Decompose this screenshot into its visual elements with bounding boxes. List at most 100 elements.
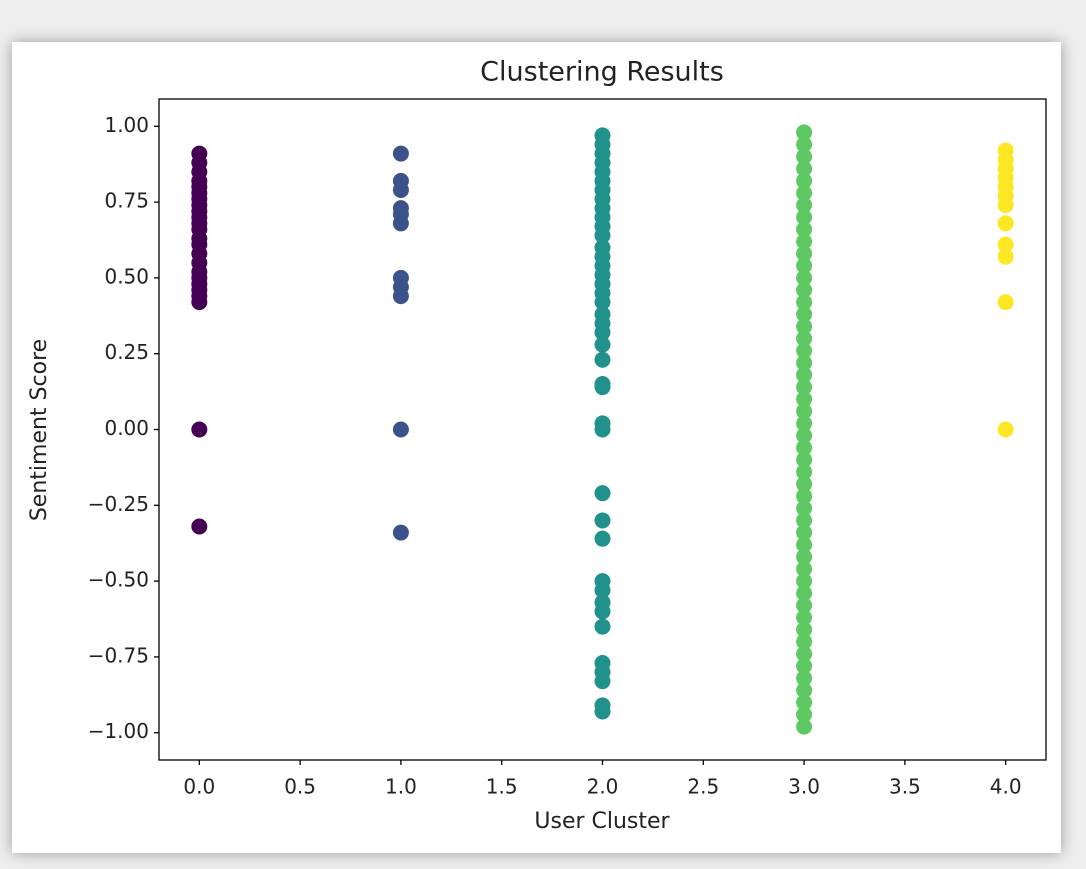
scatter-point [594,582,611,599]
x-tick-label: 1.5 [486,775,518,799]
scatter-point [594,379,611,396]
scatter-point [796,585,813,602]
x-tick-label: 3.0 [788,775,820,799]
scatter-point [392,181,409,198]
scatter-point [796,682,813,699]
scatter-point [594,530,611,547]
scatter-point [392,288,409,305]
scatter-point [796,379,813,396]
scatter-point [796,694,813,711]
chart-title: Clustering Results [480,57,724,88]
scatter-point [796,476,813,493]
scatter-point [796,354,813,371]
x-tick-label: 2.5 [687,775,719,799]
scatter-point [796,670,813,687]
scatter-point [796,488,813,505]
scatter-point [796,609,813,626]
scatter-point [796,209,813,226]
scatter-point [796,136,813,153]
scatter-point [997,294,1014,311]
scatter-point [594,336,611,353]
scatter-point [796,221,813,238]
scatter-point [796,160,813,177]
scatter-point [796,451,813,468]
scatter-point [796,633,813,650]
scatter-point [796,645,813,662]
scatter-point [796,294,813,311]
scatter-point [594,673,611,690]
scatter-point [796,306,813,323]
plot-frame [158,98,1047,761]
scatter-point [594,294,611,311]
scatter-point [191,421,208,438]
x-tick-label: 3.5 [889,775,921,799]
y-tick-label: 1.00 [104,113,149,137]
scatter-point [796,439,813,456]
scatter-point [392,145,409,162]
scatter-point [392,421,409,438]
scatter-point [796,548,813,565]
y-tick-label: 0.75 [104,189,149,213]
scatter-point [594,703,611,720]
scatter-point [796,415,813,432]
y-tick-label: −0.25 [88,492,149,516]
scatter-point [594,603,611,620]
scatter-point [796,718,813,735]
scatter-point [796,427,813,444]
scatter-point [796,233,813,250]
scatter-point [997,236,1014,253]
x-tick-label: 4.0 [990,775,1022,799]
x-tick-label: 1.0 [385,775,417,799]
scatter-point [796,124,813,141]
scatter-point [594,421,611,438]
x-axis-label: User Cluster [534,809,670,834]
scatter-point [594,512,611,529]
scatter-point [796,512,813,529]
scatter-point [796,172,813,189]
scatter-point [796,330,813,347]
scatter-point [796,148,813,165]
x-tick-label: 0.5 [284,775,316,799]
y-tick-label: −1.00 [88,719,149,743]
scatter-point [796,257,813,274]
scatter-point [191,294,208,311]
scatter-point [594,324,611,341]
scatter-point [796,245,813,262]
scatter-point [796,403,813,420]
scatter-point [594,485,611,502]
y-tick-label: 0.25 [104,340,149,364]
x-tick-label: 2.0 [587,775,619,799]
scatter-point [796,391,813,408]
scatter-point [997,197,1014,214]
scatter-point [796,560,813,577]
scatter-point [796,524,813,541]
scatter-point [997,248,1014,265]
scatter-point [594,618,611,635]
scatter-point [796,184,813,201]
y-axis-label: Sentiment Score [27,339,52,521]
scatter-point [796,500,813,517]
scatter-point [191,518,208,535]
scatter-point [796,318,813,335]
scatter-point [796,573,813,590]
scatter-point [796,463,813,480]
scatter-point [997,215,1014,232]
scatter-point [392,524,409,541]
scatter-point [997,421,1014,438]
scatter-point [796,269,813,286]
y-tick-label: 0.00 [104,416,149,440]
y-tick-label: −0.75 [88,643,149,667]
scatter-point [392,215,409,232]
y-tick-label: 0.50 [104,264,149,288]
scatter-point [796,536,813,553]
scatter-point [796,197,813,214]
scatter-point [594,351,611,368]
scatter-point [796,658,813,675]
scatter-point [796,366,813,383]
y-tick-label: −0.50 [88,568,149,592]
scatter-point [796,706,813,723]
figure-card [12,42,1061,853]
scatter-point [796,621,813,638]
